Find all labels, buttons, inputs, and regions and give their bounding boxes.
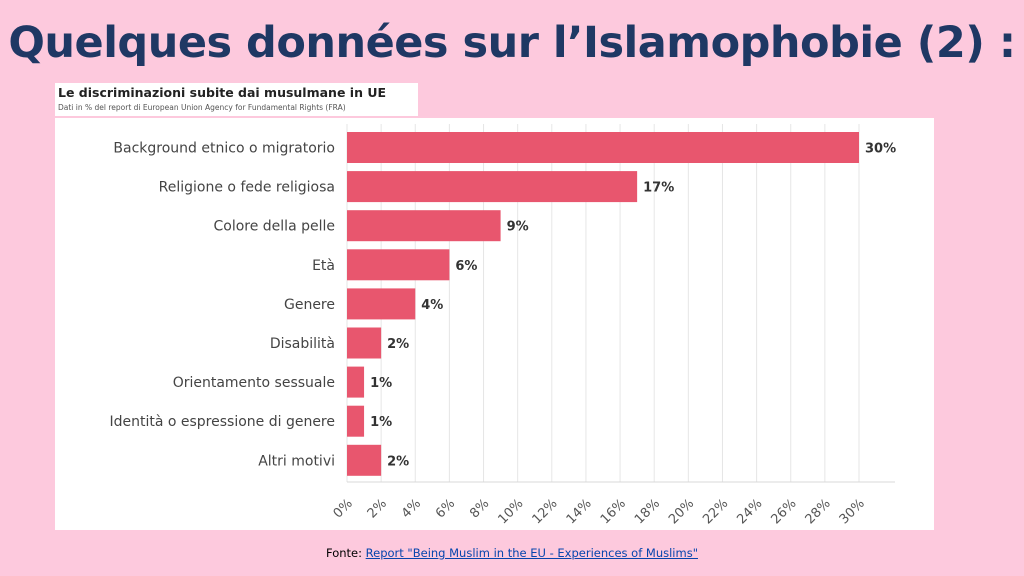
value-label: 6%: [455, 259, 477, 274]
bar: [347, 132, 859, 163]
x-tick-label: 12%: [530, 496, 561, 527]
slide-title: Quelques données sur l’Islamophobie (2) …: [8, 18, 1016, 68]
x-tick-label: 30%: [837, 496, 868, 527]
bar: [347, 405, 365, 437]
x-tick-label: 2%: [365, 496, 390, 521]
category-label: Disabilità: [270, 336, 335, 352]
chart-title: Le discriminazioni subite dai musulmane …: [58, 85, 387, 100]
category-label: Religione o fede religiosa: [159, 180, 335, 196]
value-label: 1%: [370, 415, 392, 430]
x-tick-label: 14%: [564, 496, 595, 527]
bar: [347, 249, 450, 281]
x-tick-label: 22%: [700, 496, 731, 527]
x-tick-label: 4%: [399, 496, 424, 521]
chart-header: Le discriminazioni subite dai musulmane …: [55, 83, 418, 116]
category-label: Background etnico o migratorio: [113, 141, 335, 157]
category-label: Età: [312, 258, 335, 274]
bar: [347, 288, 416, 320]
x-tick-label: 24%: [734, 496, 765, 527]
category-label: Orientamento sessuale: [173, 375, 335, 391]
x-tick-label: 0%: [331, 496, 356, 521]
x-tick-label: 16%: [598, 496, 629, 527]
source-note: Fonte: Report "Being Muslim in the EU - …: [0, 546, 1024, 560]
bar: [347, 444, 382, 476]
source-report-link[interactable]: Report "Being Muslim in the EU - Experie…: [365, 546, 698, 560]
category-label: Colore della pelle: [213, 219, 335, 235]
value-label: 4%: [421, 298, 443, 313]
value-label: 2%: [387, 337, 409, 352]
chart-subtitle: Dati in % del report di European Union A…: [58, 103, 346, 112]
bar-chart: Background etnico o migratorio 30% Religio…: [109, 124, 896, 527]
category-label: Genere: [284, 297, 335, 313]
bar: [347, 366, 365, 398]
chart-panel: Background etnico o migratorio 30% Religio…: [55, 118, 934, 530]
category-label: Identità o espressione di genere: [109, 414, 335, 430]
value-label: 1%: [370, 376, 392, 391]
x-tick-label: 18%: [632, 496, 663, 527]
value-label: 30%: [865, 142, 896, 157]
bar: [347, 171, 638, 203]
bar: [347, 327, 382, 359]
x-tick-label: 20%: [666, 496, 697, 527]
value-label: 17%: [643, 181, 674, 196]
x-tick-label: 8%: [467, 496, 492, 521]
value-label: 9%: [507, 220, 529, 235]
x-tick-label: 28%: [803, 496, 834, 527]
value-label: 2%: [387, 454, 409, 469]
source-prefix: Fonte:: [326, 546, 362, 560]
bar: [347, 210, 501, 242]
category-label: Altri motivi: [258, 453, 335, 469]
x-tick-label: 10%: [495, 496, 526, 527]
x-tick-label: 6%: [433, 496, 458, 521]
x-tick-label: 26%: [769, 496, 800, 527]
